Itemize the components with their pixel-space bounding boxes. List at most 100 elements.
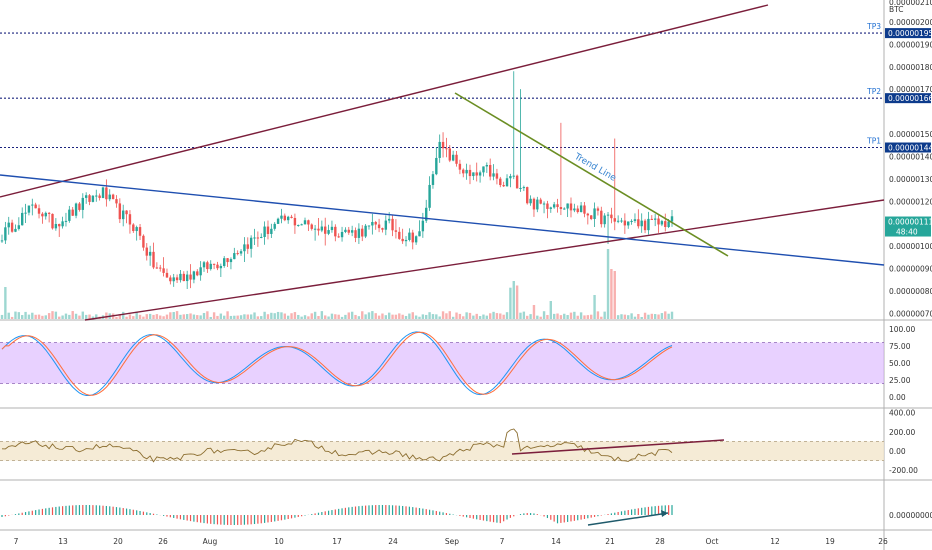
- volume-bar: [556, 313, 559, 319]
- candle-body: [593, 208, 596, 219]
- macd-bar: [560, 515, 562, 523]
- candle-body: [253, 237, 256, 239]
- volume-bar: [462, 316, 465, 319]
- volume-bar: [616, 315, 620, 319]
- volume-bar: [34, 314, 37, 319]
- volume-bar: [10, 316, 14, 319]
- candle-body: [41, 213, 44, 217]
- candle-body: [549, 207, 552, 209]
- volume-bar: [549, 301, 552, 319]
- candle-body: [47, 212, 51, 214]
- candle-body: [169, 277, 172, 282]
- volume-bar: [44, 315, 47, 319]
- candle-body: [145, 247, 148, 256]
- volume-bar: [650, 313, 653, 319]
- candle-body: [249, 237, 253, 249]
- volume-bar: [0, 314, 4, 319]
- macd-bar: [223, 515, 225, 525]
- macd-bar: [486, 515, 488, 522]
- macd-bar: [280, 515, 283, 521]
- price-tick-label: 0.00000140: [889, 152, 932, 161]
- candle-body: [243, 244, 246, 252]
- candle-body: [135, 227, 138, 232]
- macd-bar: [476, 515, 478, 520]
- volume-bar: [354, 314, 357, 319]
- date-tick-label: 13: [58, 537, 68, 546]
- volume-bar: [519, 312, 522, 319]
- macd-bar: [136, 510, 138, 515]
- macd-bar: [31, 510, 33, 515]
- price-tick-label: 0.00000100: [889, 242, 932, 251]
- macd-bar: [395, 505, 397, 515]
- target-label: TP2: [866, 87, 881, 96]
- cci-tick-label: 400.00: [889, 409, 915, 418]
- price-tick-label: 0.00000180: [889, 63, 932, 72]
- candle-body: [159, 267, 162, 269]
- macd-bar: [378, 505, 380, 515]
- candle-body: [398, 231, 401, 239]
- macd-bar: [624, 510, 626, 515]
- candle-body: [600, 210, 603, 225]
- macd-bar: [351, 506, 353, 515]
- candle-body: [350, 230, 354, 233]
- current-price-badge: [885, 216, 931, 237]
- target-label: TP3: [866, 22, 881, 31]
- volume-bar: [128, 314, 132, 319]
- macd-bar: [661, 505, 663, 515]
- candle-body: [468, 169, 472, 177]
- candle-body: [438, 141, 441, 158]
- candle-body: [270, 228, 273, 234]
- macd-bar: [311, 514, 313, 515]
- macd-bar: [102, 505, 104, 515]
- macd-bar: [550, 515, 552, 520]
- macd-bar: [132, 509, 134, 515]
- macd-bar: [115, 507, 118, 515]
- volume-bar: [189, 313, 192, 319]
- volume-bar: [411, 312, 414, 319]
- macd-bar: [381, 505, 384, 515]
- volume-bar: [132, 316, 135, 319]
- candle-body: [596, 208, 600, 211]
- candle-body: [559, 207, 563, 210]
- macd-bar: [317, 512, 320, 515]
- candle-body: [21, 212, 24, 226]
- volume-bar: [643, 312, 647, 319]
- volume-bar: [596, 311, 600, 319]
- volume-bar: [223, 315, 226, 319]
- macd-bar: [243, 515, 246, 525]
- candle-body: [219, 265, 223, 269]
- candle-body: [620, 220, 623, 222]
- volume-bar: [226, 311, 229, 319]
- volume-bar: [152, 314, 155, 319]
- macd-bar: [324, 511, 326, 515]
- macd-bar: [405, 506, 407, 515]
- volume-bar: [145, 314, 148, 319]
- cci-divergence-line: [511, 439, 725, 455]
- volume-bar: [172, 312, 175, 319]
- volume-bar: [182, 314, 186, 319]
- date-tick-label: 10: [274, 537, 284, 546]
- candle-body: [216, 264, 219, 269]
- volume-bar: [303, 315, 307, 319]
- volume-bar: [640, 316, 643, 319]
- candle-body: [458, 163, 462, 170]
- macd-bar: [92, 505, 94, 515]
- candle-body: [344, 229, 347, 232]
- volume-bar: [623, 314, 627, 319]
- macd-bar: [462, 515, 464, 517]
- macd-bar: [570, 515, 572, 522]
- volume-bar: [344, 314, 347, 319]
- candle-body: [414, 236, 418, 243]
- volume-bar: [606, 249, 610, 319]
- target-lines: TP3 TP2 TP1: [0, 22, 884, 149]
- candle-body: [10, 222, 14, 232]
- macd-bar: [358, 506, 360, 515]
- volume-bar: [569, 312, 573, 319]
- macd-bar: [264, 515, 266, 523]
- candle-body: [394, 230, 398, 232]
- candle-body: [664, 221, 667, 228]
- volume-bar: [536, 315, 539, 319]
- candle-body: [199, 267, 202, 276]
- volume-bar: [122, 311, 125, 319]
